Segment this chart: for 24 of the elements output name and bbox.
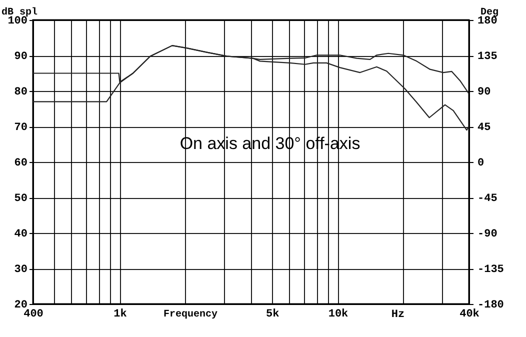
x-tick-label: 5k [266,308,280,320]
y-tick-label: 30 [14,264,28,276]
x-tick-label: 40k [460,308,480,320]
y-tick-label: 60 [14,158,28,170]
y2-tick-label: -45 [478,193,498,205]
y2-tick-label: 180 [478,16,498,28]
y2-tick-label: -180 [478,300,504,312]
y-tick-label: 100 [8,16,28,28]
x-axis-title: Frequency [163,310,218,320]
x-tick-label: 1k [114,308,128,320]
y-tick-label: 70 [14,122,28,134]
x-tick-label: 400 [24,308,44,320]
x-tick-label: 10k [328,308,349,320]
y-tick-label: 90 [14,51,28,63]
text: Hz [391,309,405,321]
y2-tick-label: -90 [478,228,498,240]
y-tick-label: 40 [14,228,28,240]
y2-tick-label: 45 [478,122,492,134]
y2-tick-label: 0 [478,158,484,170]
y2-tick-label: -135 [478,264,504,276]
y2-tick-label: 135 [478,51,498,63]
y-tick-label: 50 [14,193,28,205]
y-tick-label: 80 [14,86,28,98]
y2-tick-label: 90 [478,86,491,98]
